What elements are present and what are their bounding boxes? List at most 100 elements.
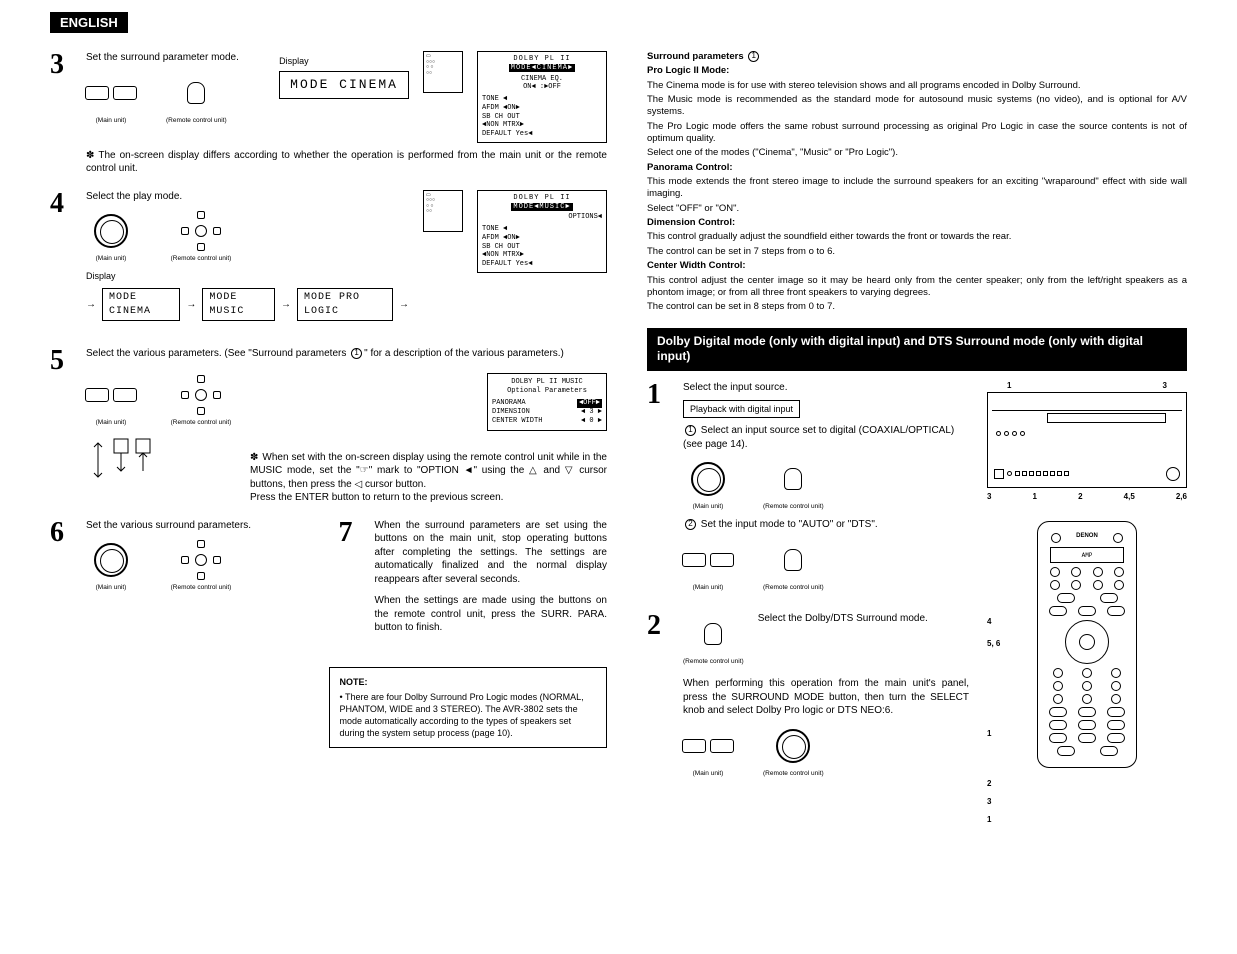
dial-icon xyxy=(683,457,733,501)
right-column: Surround parameters 1 Pro Logic II Mode:… xyxy=(647,51,1187,798)
remote-pad-icon xyxy=(166,538,236,582)
dev-top-3: 3 xyxy=(1163,381,1167,390)
main-unit-buttons-icon xyxy=(683,724,733,768)
remote-hand-icon xyxy=(171,71,221,115)
main-unit-buttons-icon xyxy=(683,538,733,582)
remote-hand-icon xyxy=(768,457,818,501)
main-unit-label: (Main unit) xyxy=(86,255,136,264)
step-number: 2 xyxy=(647,612,671,784)
remote-unit-label: (Remote control unit) xyxy=(763,770,824,779)
step-number: 5 xyxy=(50,347,74,504)
main-unit-diagram xyxy=(987,392,1187,488)
asterisk-icon: ✽ xyxy=(250,452,258,463)
dev-top-1: 1 xyxy=(1007,381,1011,390)
prologic-l4: Select one of the modes ("Cinema", "Musi… xyxy=(647,147,1187,159)
panorama-title: Panorama Control: xyxy=(647,162,733,173)
r-step-2: 2 (Remote control unit) Select the Dolby… xyxy=(647,612,969,784)
remote-hand-icon xyxy=(688,612,738,656)
step-number: 1 xyxy=(647,381,671,599)
osd-options-panel: DOLBY PL II MUSIC Optional Parameters PA… xyxy=(487,373,607,431)
step-5: 5 Select the various parameters. (See "S… xyxy=(50,347,607,504)
step7-p2: When the settings are made using the but… xyxy=(375,594,608,635)
note-box: NOTE: • There are four Dolby Surround Pr… xyxy=(329,667,608,749)
panorama-l2: Select "OFF" or "ON". xyxy=(647,203,1187,215)
step3-note: The on-screen display differs according … xyxy=(86,150,607,175)
r-step-1: 1 Select the input source. Playback with… xyxy=(647,381,969,599)
rstep1-sub2: Set the input mode to "AUTO" or "DTS". xyxy=(701,519,878,530)
center-title: Center Width Control: xyxy=(647,260,746,271)
rem-label-56: 5, 6 xyxy=(987,639,1000,648)
main-unit-label: (Main unit) xyxy=(86,419,136,428)
prologic-l2: The Music mode is recommended as the sta… xyxy=(647,94,1187,119)
remote-unit-label: (Remote control unit) xyxy=(166,117,227,126)
mode-flow: → MODE CINEMA → MODE MUSIC → MODE PRO LO… xyxy=(86,286,409,323)
center-l1: This control adjust the center image so … xyxy=(647,275,1187,300)
remote-unit-label: (Remote control unit) xyxy=(166,255,236,264)
rem-label-1: 1 xyxy=(987,729,991,738)
main-unit-label: (Main unit) xyxy=(683,584,733,593)
step-number: 3 xyxy=(50,51,74,176)
remote-diagram-icon: ▭○○○○ ○○○ xyxy=(423,51,463,93)
rem-label-1b: 1 xyxy=(987,815,991,824)
display-label: Display xyxy=(279,55,409,67)
lcd-display: MODE CINEMA xyxy=(279,71,409,99)
remote-unit-label: (Remote control unit) xyxy=(683,658,744,667)
device-diagrams: 1 3 xyxy=(987,381,1187,799)
step-number: 4 xyxy=(50,190,74,333)
dev-bot-2: 2 xyxy=(1078,492,1082,501)
step5-note: When set with the on-screen display usin… xyxy=(250,452,607,504)
step5-title: Select the various parameters. (See "Sur… xyxy=(86,347,607,361)
osd-panel: DOLBY PL II MODE◄CINEMA► CINEMA EQ. ON◄ … xyxy=(477,51,607,143)
step-number: 6 xyxy=(50,519,74,635)
rstep2-p: When performing this operation from the … xyxy=(683,677,969,718)
prologic-l3: The Pro Logic mode offers the same robus… xyxy=(647,121,1187,146)
remote-hand-icon xyxy=(768,538,818,582)
dev-bot-26: 2,6 xyxy=(1176,492,1187,501)
left-column: 3 Set the surround parameter mode. (Main… xyxy=(50,51,607,798)
step-4: 4 Select the play mode. (Main unit) xyxy=(50,190,607,333)
rem-label-4: 4 xyxy=(987,617,991,626)
main-unit-buttons-icon xyxy=(86,373,136,417)
prologic-l1: The Cinema mode is for use with stereo t… xyxy=(647,80,1187,92)
circled-2-icon: 2 xyxy=(685,519,696,530)
remote-control-diagram: DENON AMP xyxy=(1037,521,1137,768)
main-unit-label: (Main unit) xyxy=(683,503,733,512)
dial-icon xyxy=(86,538,136,582)
display-label: Display xyxy=(86,270,409,282)
step-6: 6 Set the various surround parameters. (… xyxy=(50,519,319,635)
note-header: NOTE: xyxy=(340,676,597,688)
main-unit-label: (Main unit) xyxy=(86,584,136,593)
playback-box: Playback with digital input xyxy=(683,400,800,418)
osd-panel: DOLBY PL II MODE◄MUSIC► OPTIONS◄ TONE ◄ … xyxy=(477,190,607,273)
dev-bot-1: 1 xyxy=(1033,492,1037,501)
step-3: 3 Set the surround parameter mode. (Main… xyxy=(50,51,607,176)
dimension-title: Dimension Control: xyxy=(647,217,735,228)
arrow-diagram-icon xyxy=(86,435,236,485)
rem-label-2: 2 xyxy=(987,779,991,788)
language-tag: ENGLISH xyxy=(50,12,128,33)
step3-title: Set the surround parameter mode. xyxy=(86,51,265,65)
step-number: 7 xyxy=(339,519,363,635)
dev-bot-45: 4,5 xyxy=(1124,492,1135,501)
prologic-title: Pro Logic II Mode: xyxy=(647,65,729,76)
dev-bot-3: 3 xyxy=(987,492,991,501)
panorama-l1: This mode extends the front stereo image… xyxy=(647,176,1187,201)
step4-title: Select the play mode. xyxy=(86,190,409,204)
dimension-l1: This control gradually adjust the soundf… xyxy=(647,231,1187,243)
step6-title: Set the various surround parameters. xyxy=(86,519,319,533)
note-body: • There are four Dolby Surround Pro Logi… xyxy=(340,691,597,740)
main-unit-buttons-icon xyxy=(86,71,136,115)
rstep2-title: Select the Dolby/DTS Surround mode. xyxy=(758,612,969,626)
center-l2: The control can be set in 8 steps from 0… xyxy=(647,301,1187,313)
params-header: Surround parameters xyxy=(647,51,744,62)
remote-diagram-icon: ▭○○○○ ○○○ xyxy=(423,190,463,232)
rstep1-sub1: Select an input source set to digital (C… xyxy=(683,425,954,450)
remote-unit-label: (Remote control unit) xyxy=(763,503,824,512)
main-unit-label: (Main unit) xyxy=(86,117,136,126)
dial-icon xyxy=(768,724,818,768)
rstep1-title: Select the input source. xyxy=(683,381,969,395)
remote-pad-icon xyxy=(166,373,236,417)
step-7: 7 When the surround parameters are set u… xyxy=(339,519,608,635)
circled-1-icon: 1 xyxy=(748,51,759,62)
dimension-l2: The control can be set in 7 steps from o… xyxy=(647,246,1187,258)
